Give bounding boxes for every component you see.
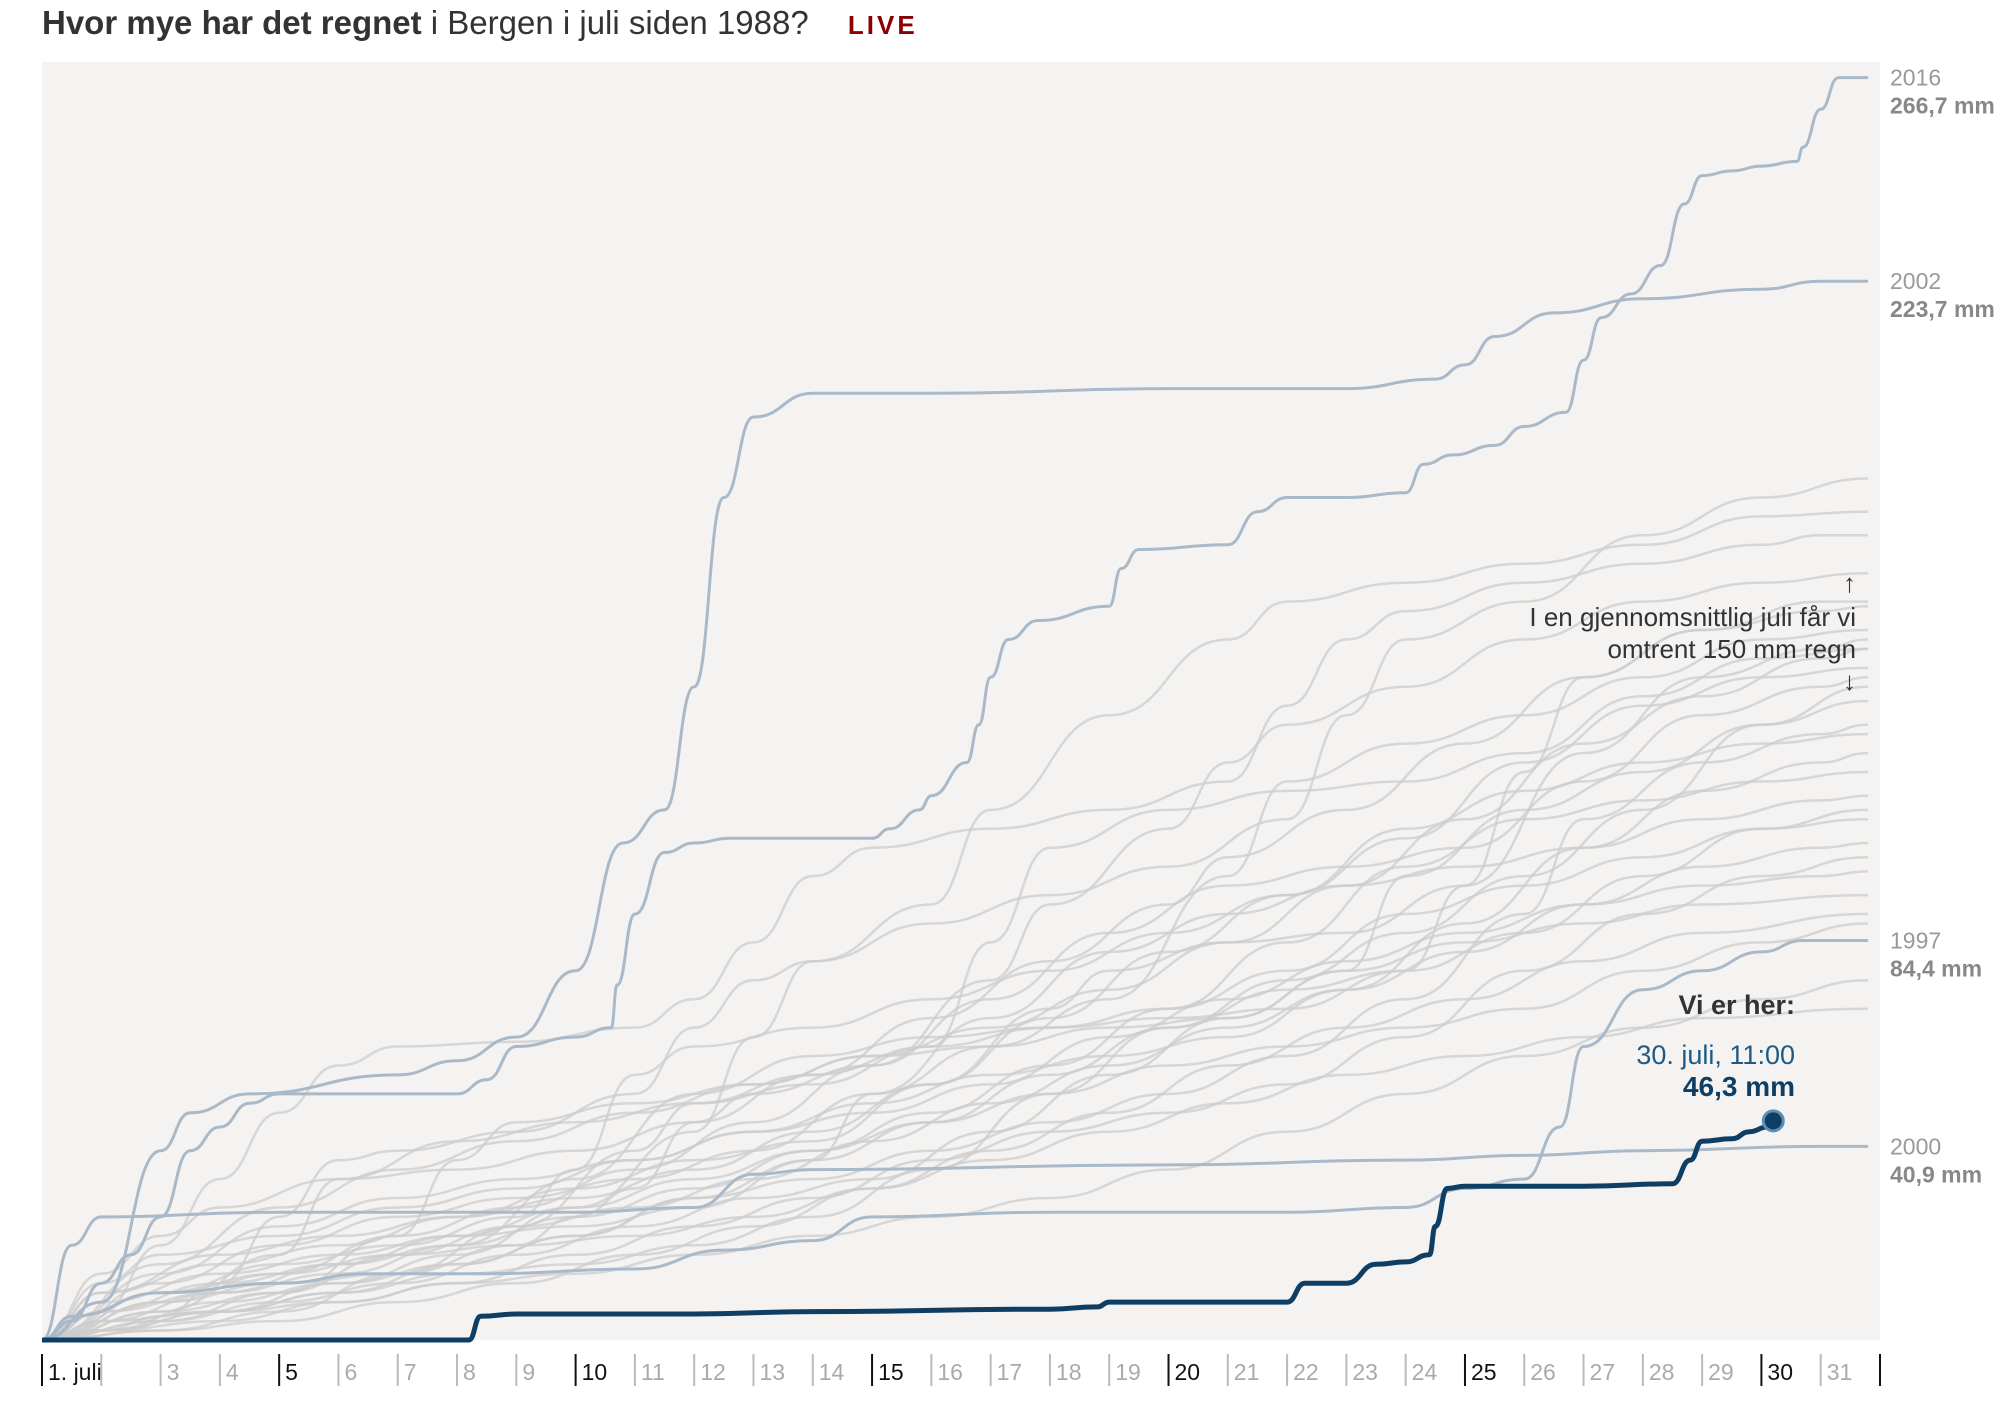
- background-series-line: [41, 510, 1869, 1342]
- current-position-dot: [1761, 1109, 1785, 1133]
- current-marker-title: Vi er her:: [1678, 990, 1795, 1020]
- end-label-year-2016: 2016: [1890, 65, 1941, 91]
- x-tick-label: 22: [1293, 1359, 1319, 1385]
- x-tick-label: 29: [1708, 1359, 1734, 1385]
- x-tick-label: 6: [344, 1359, 357, 1385]
- x-tick-label: 18: [1056, 1359, 1082, 1385]
- x-tick-label: 31: [1827, 1359, 1853, 1385]
- chart-header: Hvor mye har det regnet i Bergen i juli …: [42, 4, 918, 42]
- x-tick-label: 13: [759, 1359, 785, 1385]
- average-annotation: ↑ I en gjennomsnittlig juli får vi omtre…: [1529, 568, 1856, 696]
- background-series-line: [41, 605, 1869, 1342]
- x-tick-label: 24: [1412, 1359, 1438, 1385]
- series-line-2000: [41, 1144, 1869, 1342]
- annotation-line-1: I en gjennomsnittlig juli får vi: [1529, 602, 1856, 632]
- x-tick-label: 21: [1234, 1359, 1260, 1385]
- x-tick-label: 20: [1175, 1359, 1201, 1385]
- series-line-2017: [42, 1118, 1774, 1343]
- annotation-up-arrow: ↑: [1843, 568, 1856, 598]
- x-tick-label: 9: [522, 1359, 535, 1385]
- x-tick-label: 1. juli: [48, 1359, 102, 1385]
- x-tick-label: 10: [582, 1359, 608, 1385]
- x-tick-label: 3: [167, 1359, 180, 1385]
- x-tick-label: 16: [937, 1359, 963, 1385]
- x-tick-label: 7: [404, 1359, 417, 1385]
- x-tick-label: 11: [641, 1359, 665, 1385]
- current-marker-label: Vi er her: 30. juli, 11:00 46,3 mm: [1636, 990, 1795, 1102]
- x-tick-label: 28: [1649, 1359, 1675, 1385]
- x-tick-label: 27: [1590, 1359, 1616, 1385]
- x-tick-label: 26: [1530, 1359, 1556, 1385]
- end-label-year-2002: 2002: [1890, 268, 1941, 294]
- x-tick-label: 12: [700, 1359, 726, 1385]
- x-tick-label: 30: [1767, 1359, 1793, 1385]
- end-label-value-2000: 40,9 mm: [1890, 1161, 1982, 1187]
- x-tick-label: 25: [1471, 1359, 1497, 1385]
- end-label-value-2002: 223,7 mm: [1890, 296, 1995, 322]
- title-bold: Hvor mye har det regnet: [42, 4, 422, 41]
- background-series-line: [41, 534, 1869, 1342]
- x-tick-label: 17: [997, 1359, 1023, 1385]
- series-line-2002: [41, 279, 1869, 1342]
- end-label-year-1997: 1997: [1890, 928, 1941, 954]
- live-badge: LIVE: [847, 10, 918, 40]
- annotation-down-arrow: ↓: [1843, 666, 1856, 696]
- current-marker-date: 30. juli, 11:00: [1636, 1040, 1795, 1070]
- background-series-line: [41, 751, 1869, 1342]
- background-series-line: [41, 647, 1869, 1342]
- title-rest: i Bergen i juli siden 1988?: [430, 4, 809, 41]
- end-label-value-2016: 266,7 mm: [1890, 93, 1995, 119]
- background-series-line: [41, 685, 1869, 1342]
- x-tick-label: 23: [1352, 1359, 1378, 1385]
- end-label-year-2000: 2000: [1890, 1133, 1941, 1159]
- background-series-line: [41, 732, 1869, 1342]
- x-tick-label: 4: [226, 1359, 239, 1385]
- x-tick-label: 15: [878, 1359, 904, 1385]
- x-tick-label: 14: [819, 1359, 845, 1385]
- background-series-line: [41, 477, 1869, 1342]
- series-line-2016: [41, 76, 1869, 1342]
- current-marker-value: 46,3 mm: [1683, 1071, 1795, 1102]
- current-year-line: [42, 1109, 1785, 1343]
- x-tick-label: 8: [463, 1359, 476, 1385]
- x-tick-label: 19: [1115, 1359, 1141, 1385]
- background-series-line: [41, 893, 1869, 1342]
- background-series-line: [41, 912, 1869, 1342]
- background-year-lines: [41, 477, 1869, 1342]
- highlighted-year-lines: [41, 76, 1869, 1342]
- x-tick-label: 5: [285, 1359, 298, 1385]
- series-line-1997: [41, 938, 1869, 1342]
- background-series-line: [41, 647, 1869, 1342]
- x-axis: 1. juli 3 4 5 6 7 8 9 10 11 12 13 14 15 16 17 18 19 20 21 22…: [41, 1354, 1881, 1386]
- end-label-value-1997: 84,4 mm: [1890, 956, 1982, 982]
- annotation-line-2: omtrent 150 mm regn: [1607, 634, 1856, 664]
